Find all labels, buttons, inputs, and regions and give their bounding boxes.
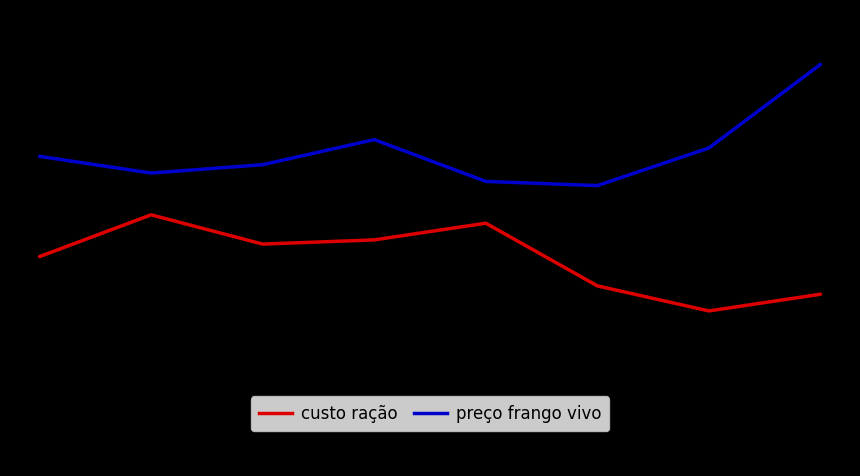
Legend: custo ração, preço frango vivo: custo ração, preço frango vivo	[250, 396, 610, 431]
